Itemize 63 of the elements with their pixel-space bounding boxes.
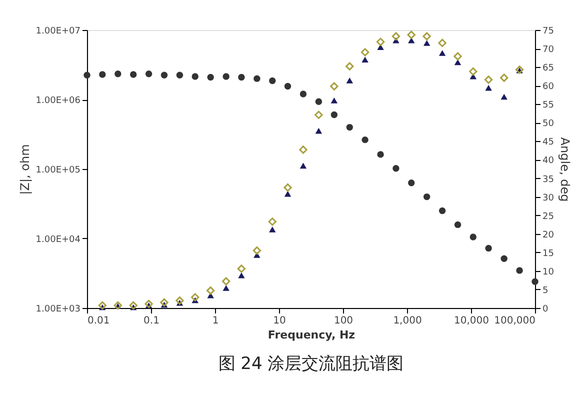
x-tick-label: 10,000	[454, 316, 489, 326]
point	[176, 72, 184, 79]
x-tick-label: 0.01	[88, 316, 110, 326]
point	[454, 221, 462, 228]
y2-tick-label: 40	[542, 156, 554, 166]
y2-tick-label: 50	[542, 119, 554, 130]
y-tick-label: 1.00E+07	[36, 26, 80, 36]
y2-tick-label: 60	[542, 82, 554, 92]
point	[300, 90, 307, 98]
point	[408, 180, 415, 186]
y-tick-label: 1.00E+03	[36, 304, 80, 314]
y2-tick-label: 55	[542, 100, 554, 111]
point	[99, 71, 106, 78]
point	[392, 165, 400, 172]
y2-tick-label: 35	[542, 174, 554, 185]
x-tick-label: 1,000	[393, 316, 422, 326]
point	[269, 77, 276, 84]
x-tick-label: 10	[273, 316, 286, 326]
y2-tick-label: 45	[542, 138, 554, 148]
point	[284, 82, 292, 90]
point	[500, 255, 508, 262]
point	[330, 111, 338, 118]
x-tick-label: 100,000	[494, 316, 536, 326]
point	[485, 244, 492, 252]
point	[346, 124, 353, 131]
y2-tick-label: 65	[542, 64, 554, 74]
x-tick-label: 1	[212, 316, 219, 326]
x-tick-label: 100	[334, 316, 354, 326]
y2-tick-label: 15	[542, 248, 554, 259]
point	[362, 136, 368, 144]
x-tick-label: 0.1	[144, 316, 160, 326]
point	[207, 74, 214, 81]
point	[377, 151, 384, 158]
y-tick-label: 1.00E+04	[36, 235, 81, 245]
y2-tick-label: 30	[542, 193, 554, 204]
point	[114, 70, 122, 78]
point	[470, 234, 476, 240]
point	[532, 278, 538, 285]
x-axis-title: Frequency, Hz	[268, 328, 356, 342]
point	[315, 98, 322, 105]
point	[516, 267, 523, 274]
y2-tick-label: 70	[542, 45, 554, 56]
point	[192, 73, 198, 80]
y2-tick-label: 75	[542, 26, 554, 36]
point	[238, 74, 245, 81]
point	[145, 70, 152, 78]
point	[222, 73, 230, 80]
y2-tick-label: 25	[542, 212, 554, 222]
point	[84, 72, 90, 79]
y2-tick-label: 0	[542, 304, 548, 314]
y2-axis-title: Angle, deg	[558, 137, 572, 202]
point	[254, 75, 260, 82]
text: 图 24 涂层交流阻抗谱图	[218, 354, 404, 374]
point	[130, 71, 137, 78]
point	[160, 72, 168, 79]
y-axis-title: |Z|, ohm	[18, 144, 32, 195]
y2-tick-label: 20	[542, 230, 554, 240]
point	[423, 193, 430, 200]
y2-tick-label: 10	[542, 267, 554, 278]
y-tick-label: 1.00E+06	[36, 96, 81, 106]
y-tick-label: 1.00E+05	[36, 166, 80, 176]
y2-tick-label: 5	[542, 286, 548, 296]
point	[438, 207, 446, 214]
